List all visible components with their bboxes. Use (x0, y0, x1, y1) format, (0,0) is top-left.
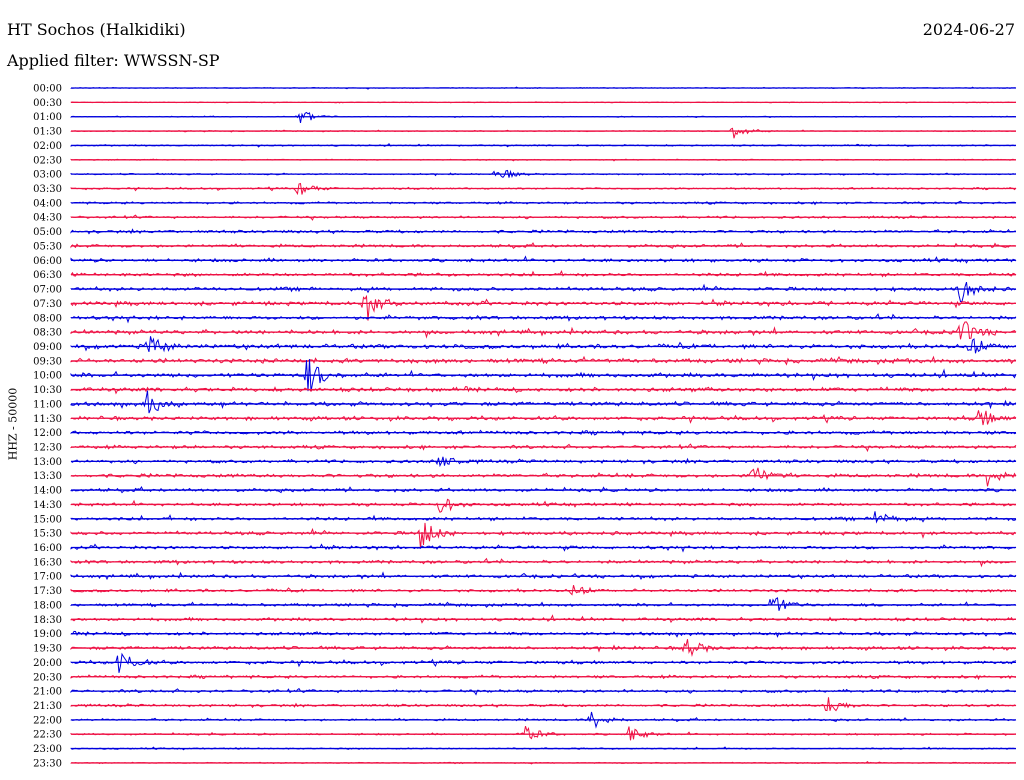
time-tick-label: 13:30 (33, 471, 62, 482)
time-tick-label: 18:00 (33, 600, 62, 611)
time-tick-label: 08:30 (33, 328, 62, 339)
seismic-trace (70, 639, 1017, 657)
time-tick-label: 14:30 (33, 500, 62, 511)
time-tick-label: 20:00 (33, 658, 62, 669)
time-tick-label: 07:30 (33, 299, 62, 310)
seismic-trace (70, 652, 1017, 673)
time-tick-label: 05:30 (33, 241, 62, 252)
time-tick-label: 01:00 (33, 112, 62, 123)
seismic-trace (70, 467, 1017, 487)
seismic-trace (70, 571, 1017, 581)
time-tick-label: 15:00 (33, 514, 62, 525)
seismic-trace (70, 511, 1017, 524)
filter-label: Applied filter: WWSSN-SP (7, 51, 220, 70)
time-tick-label: 10:00 (33, 371, 62, 382)
time-tick-label: 12:30 (33, 443, 62, 454)
time-tick-label: 11:00 (33, 399, 62, 410)
time-tick-label: 14:00 (33, 486, 62, 497)
time-tick-label: 00:00 (33, 84, 62, 95)
time-tick-label: 11:30 (33, 414, 62, 425)
seismic-trace (70, 111, 1017, 123)
time-tick-label: 00:30 (33, 98, 62, 109)
seismic-trace (70, 390, 1017, 414)
seismic-trace (70, 321, 1017, 340)
time-tick-label: 20:30 (33, 672, 62, 683)
time-tick-label: 21:00 (33, 687, 62, 698)
time-tick-label: 19:00 (33, 629, 62, 640)
time-tick-label: 02:00 (33, 141, 62, 152)
time-tick-label: 09:00 (33, 342, 62, 353)
seismic-trace (70, 336, 1017, 354)
seismic-trace (70, 270, 1017, 278)
time-tick-label: 15:30 (33, 529, 62, 540)
seismic-trace (70, 585, 1017, 596)
seismic-trace (70, 522, 1017, 549)
time-tick-label: 10:30 (33, 385, 62, 396)
time-tick-label: 01:30 (33, 127, 62, 138)
time-tick-label: 03:00 (33, 170, 62, 181)
time-tick-label: 12:00 (33, 428, 62, 439)
seismic-trace (70, 697, 1017, 712)
time-tick-label: 22:00 (33, 715, 62, 726)
seismic-trace (70, 127, 1016, 139)
seismic-trace (70, 498, 1017, 513)
time-tick-label: 06:30 (33, 270, 62, 281)
time-tick-label: 06:00 (33, 256, 62, 267)
seismic-trace (70, 725, 1017, 741)
time-tick-label: 07:00 (33, 285, 62, 296)
time-tick-label: 04:00 (33, 198, 62, 209)
time-tick-label: 13:00 (33, 457, 62, 468)
time-tick-label: 03:30 (33, 184, 62, 195)
seismic-trace (70, 281, 1017, 303)
time-tick-label: 23:30 (33, 758, 62, 769)
time-tick-label: 04:30 (33, 213, 62, 224)
time-tick-label: 17:30 (33, 586, 62, 597)
time-tick-label: 02:30 (33, 155, 62, 166)
time-tick-label: 17:00 (33, 572, 62, 583)
time-tick-label: 22:30 (33, 730, 62, 741)
time-tick-label: 21:30 (33, 701, 62, 712)
date-label: 2024-06-27 (922, 20, 1015, 39)
time-tick-label: 23:00 (33, 744, 62, 755)
time-tick-label: 09:30 (33, 356, 62, 367)
time-tick-label: 16:00 (33, 543, 62, 554)
time-tick-label: 05:00 (33, 227, 62, 238)
station-title: HT Sochos (Halkidiki) (7, 20, 186, 39)
time-tick-label: 19:30 (33, 644, 62, 655)
time-tick-label: 08:00 (33, 313, 62, 324)
time-tick-label: 18:30 (33, 615, 62, 626)
time-tick-label: 16:30 (33, 557, 62, 568)
